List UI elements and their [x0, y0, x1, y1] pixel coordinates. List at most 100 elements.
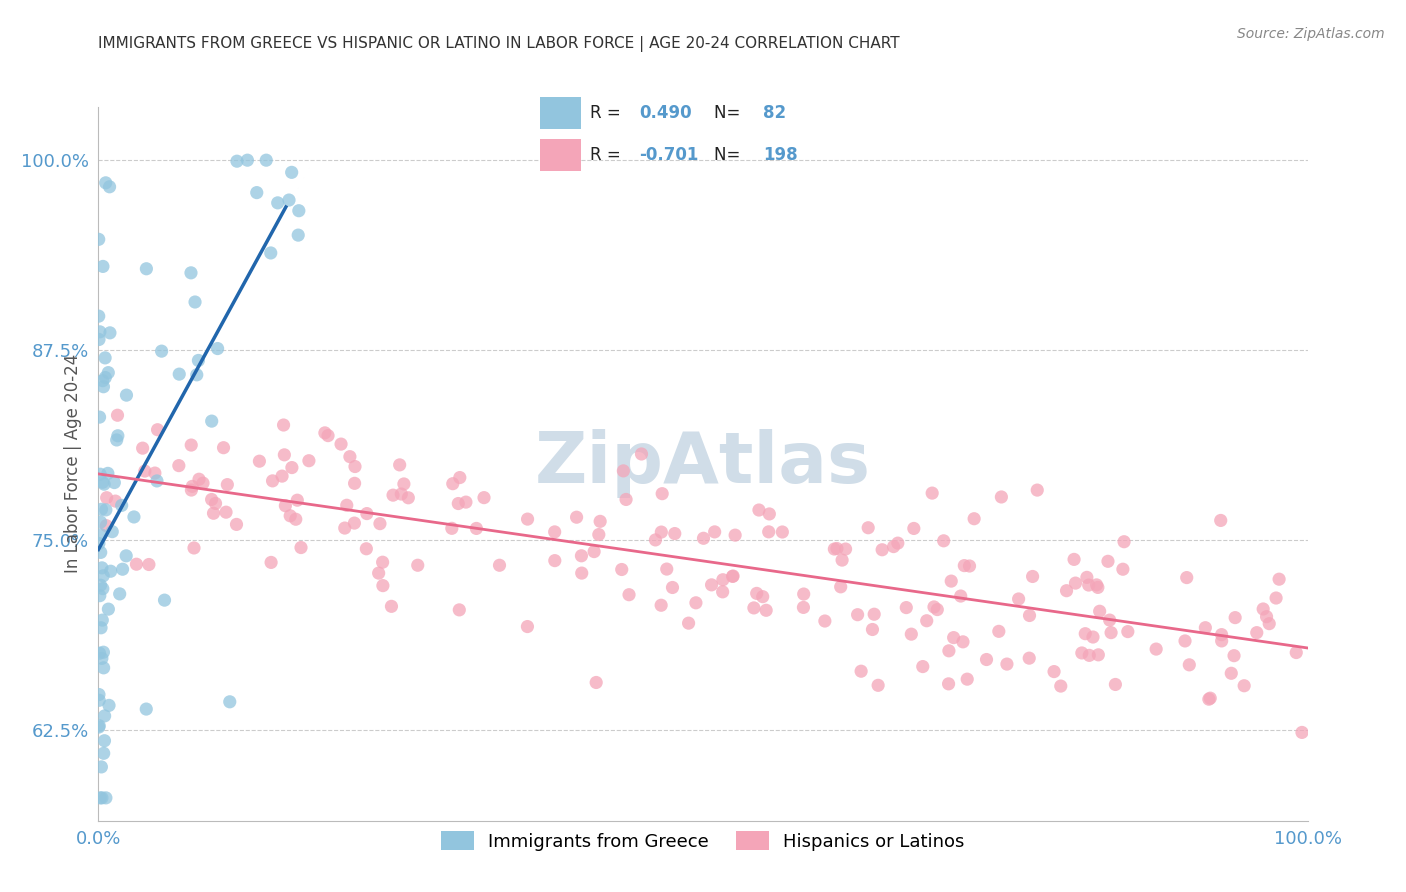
Point: [745, 586, 768, 600]
Point: [281, 460, 304, 475]
Point: [278, 508, 301, 523]
Point: [89, 578, 111, 592]
Point: [650, 599, 672, 613]
Point: [96, 518, 118, 533]
Point: [903, 521, 925, 535]
Point: [93, 746, 115, 760]
Point: [846, 607, 869, 622]
Point: [685, 596, 707, 610]
Point: [115, 549, 138, 563]
Point: [93, 661, 115, 675]
Point: [247, 454, 270, 468]
Point: [104, 494, 127, 508]
Point: [963, 512, 986, 526]
Point: [180, 266, 202, 280]
Point: [1026, 483, 1049, 497]
Point: [356, 541, 378, 556]
Point: [721, 569, 744, 583]
Point: [89, 325, 111, 339]
Point: [187, 353, 209, 368]
Point: [721, 569, 744, 583]
Point: [1021, 569, 1043, 583]
Point: [94, 503, 117, 517]
Point: [900, 627, 922, 641]
Point: [201, 414, 224, 428]
Point: [1116, 624, 1139, 639]
Point: [382, 488, 405, 502]
Point: [91, 613, 114, 627]
Text: 198: 198: [763, 146, 797, 164]
Point: [207, 342, 229, 356]
Point: [751, 590, 773, 604]
Point: [588, 527, 610, 541]
Point: [368, 516, 391, 531]
Point: [896, 600, 918, 615]
Point: [449, 603, 471, 617]
Point: [96, 491, 118, 505]
Point: [91, 582, 114, 596]
Point: [287, 228, 309, 243]
Point: [87, 536, 110, 550]
Point: [406, 558, 429, 573]
Point: [1144, 642, 1167, 657]
Point: [887, 536, 910, 550]
Point: [90, 502, 112, 516]
Point: [388, 458, 411, 472]
Point: [976, 652, 998, 666]
Point: [1246, 625, 1268, 640]
Text: ZipAtlas: ZipAtlas: [536, 429, 870, 499]
Point: [927, 602, 949, 616]
Point: [1174, 634, 1197, 648]
Point: [915, 614, 938, 628]
Point: [143, 466, 166, 480]
Point: [565, 510, 588, 524]
Point: [932, 533, 955, 548]
Point: [703, 524, 725, 539]
Point: [1256, 609, 1278, 624]
Point: [330, 437, 353, 451]
Point: [98, 698, 121, 713]
Point: [201, 492, 224, 507]
Point: [454, 495, 477, 509]
Point: [101, 524, 124, 539]
Point: [191, 476, 214, 491]
Point: [97, 602, 120, 616]
Point: [630, 447, 652, 461]
Point: [1085, 578, 1108, 592]
Text: N=: N=: [714, 146, 745, 164]
Point: [571, 549, 593, 563]
Point: [215, 505, 238, 519]
Point: [583, 544, 606, 558]
Point: [100, 564, 122, 578]
Point: [758, 524, 780, 539]
Point: [1077, 578, 1099, 592]
Point: [959, 559, 981, 574]
Point: [290, 541, 312, 555]
Point: [273, 448, 295, 462]
Point: [89, 790, 111, 805]
Point: [134, 464, 156, 478]
Point: [516, 512, 538, 526]
Text: -0.701: -0.701: [640, 146, 699, 164]
Point: [1233, 679, 1256, 693]
Point: [678, 616, 700, 631]
Legend: Immigrants from Greece, Hispanics or Latinos: Immigrants from Greece, Hispanics or Lat…: [434, 824, 972, 858]
Point: [949, 589, 972, 603]
Point: [314, 425, 336, 440]
Point: [90, 760, 112, 774]
Point: [103, 475, 125, 490]
Point: [356, 507, 378, 521]
Point: [107, 429, 129, 443]
Point: [755, 603, 778, 617]
Point: [87, 720, 110, 734]
Point: [125, 558, 148, 572]
Point: [131, 441, 153, 455]
Y-axis label: In Labor Force | Age 20-24: In Labor Force | Age 20-24: [63, 354, 82, 574]
Point: [571, 566, 593, 580]
Point: [271, 469, 294, 483]
Point: [225, 517, 247, 532]
Point: [89, 589, 111, 603]
Point: [664, 526, 686, 541]
Point: [1265, 591, 1288, 605]
Point: [260, 246, 283, 260]
